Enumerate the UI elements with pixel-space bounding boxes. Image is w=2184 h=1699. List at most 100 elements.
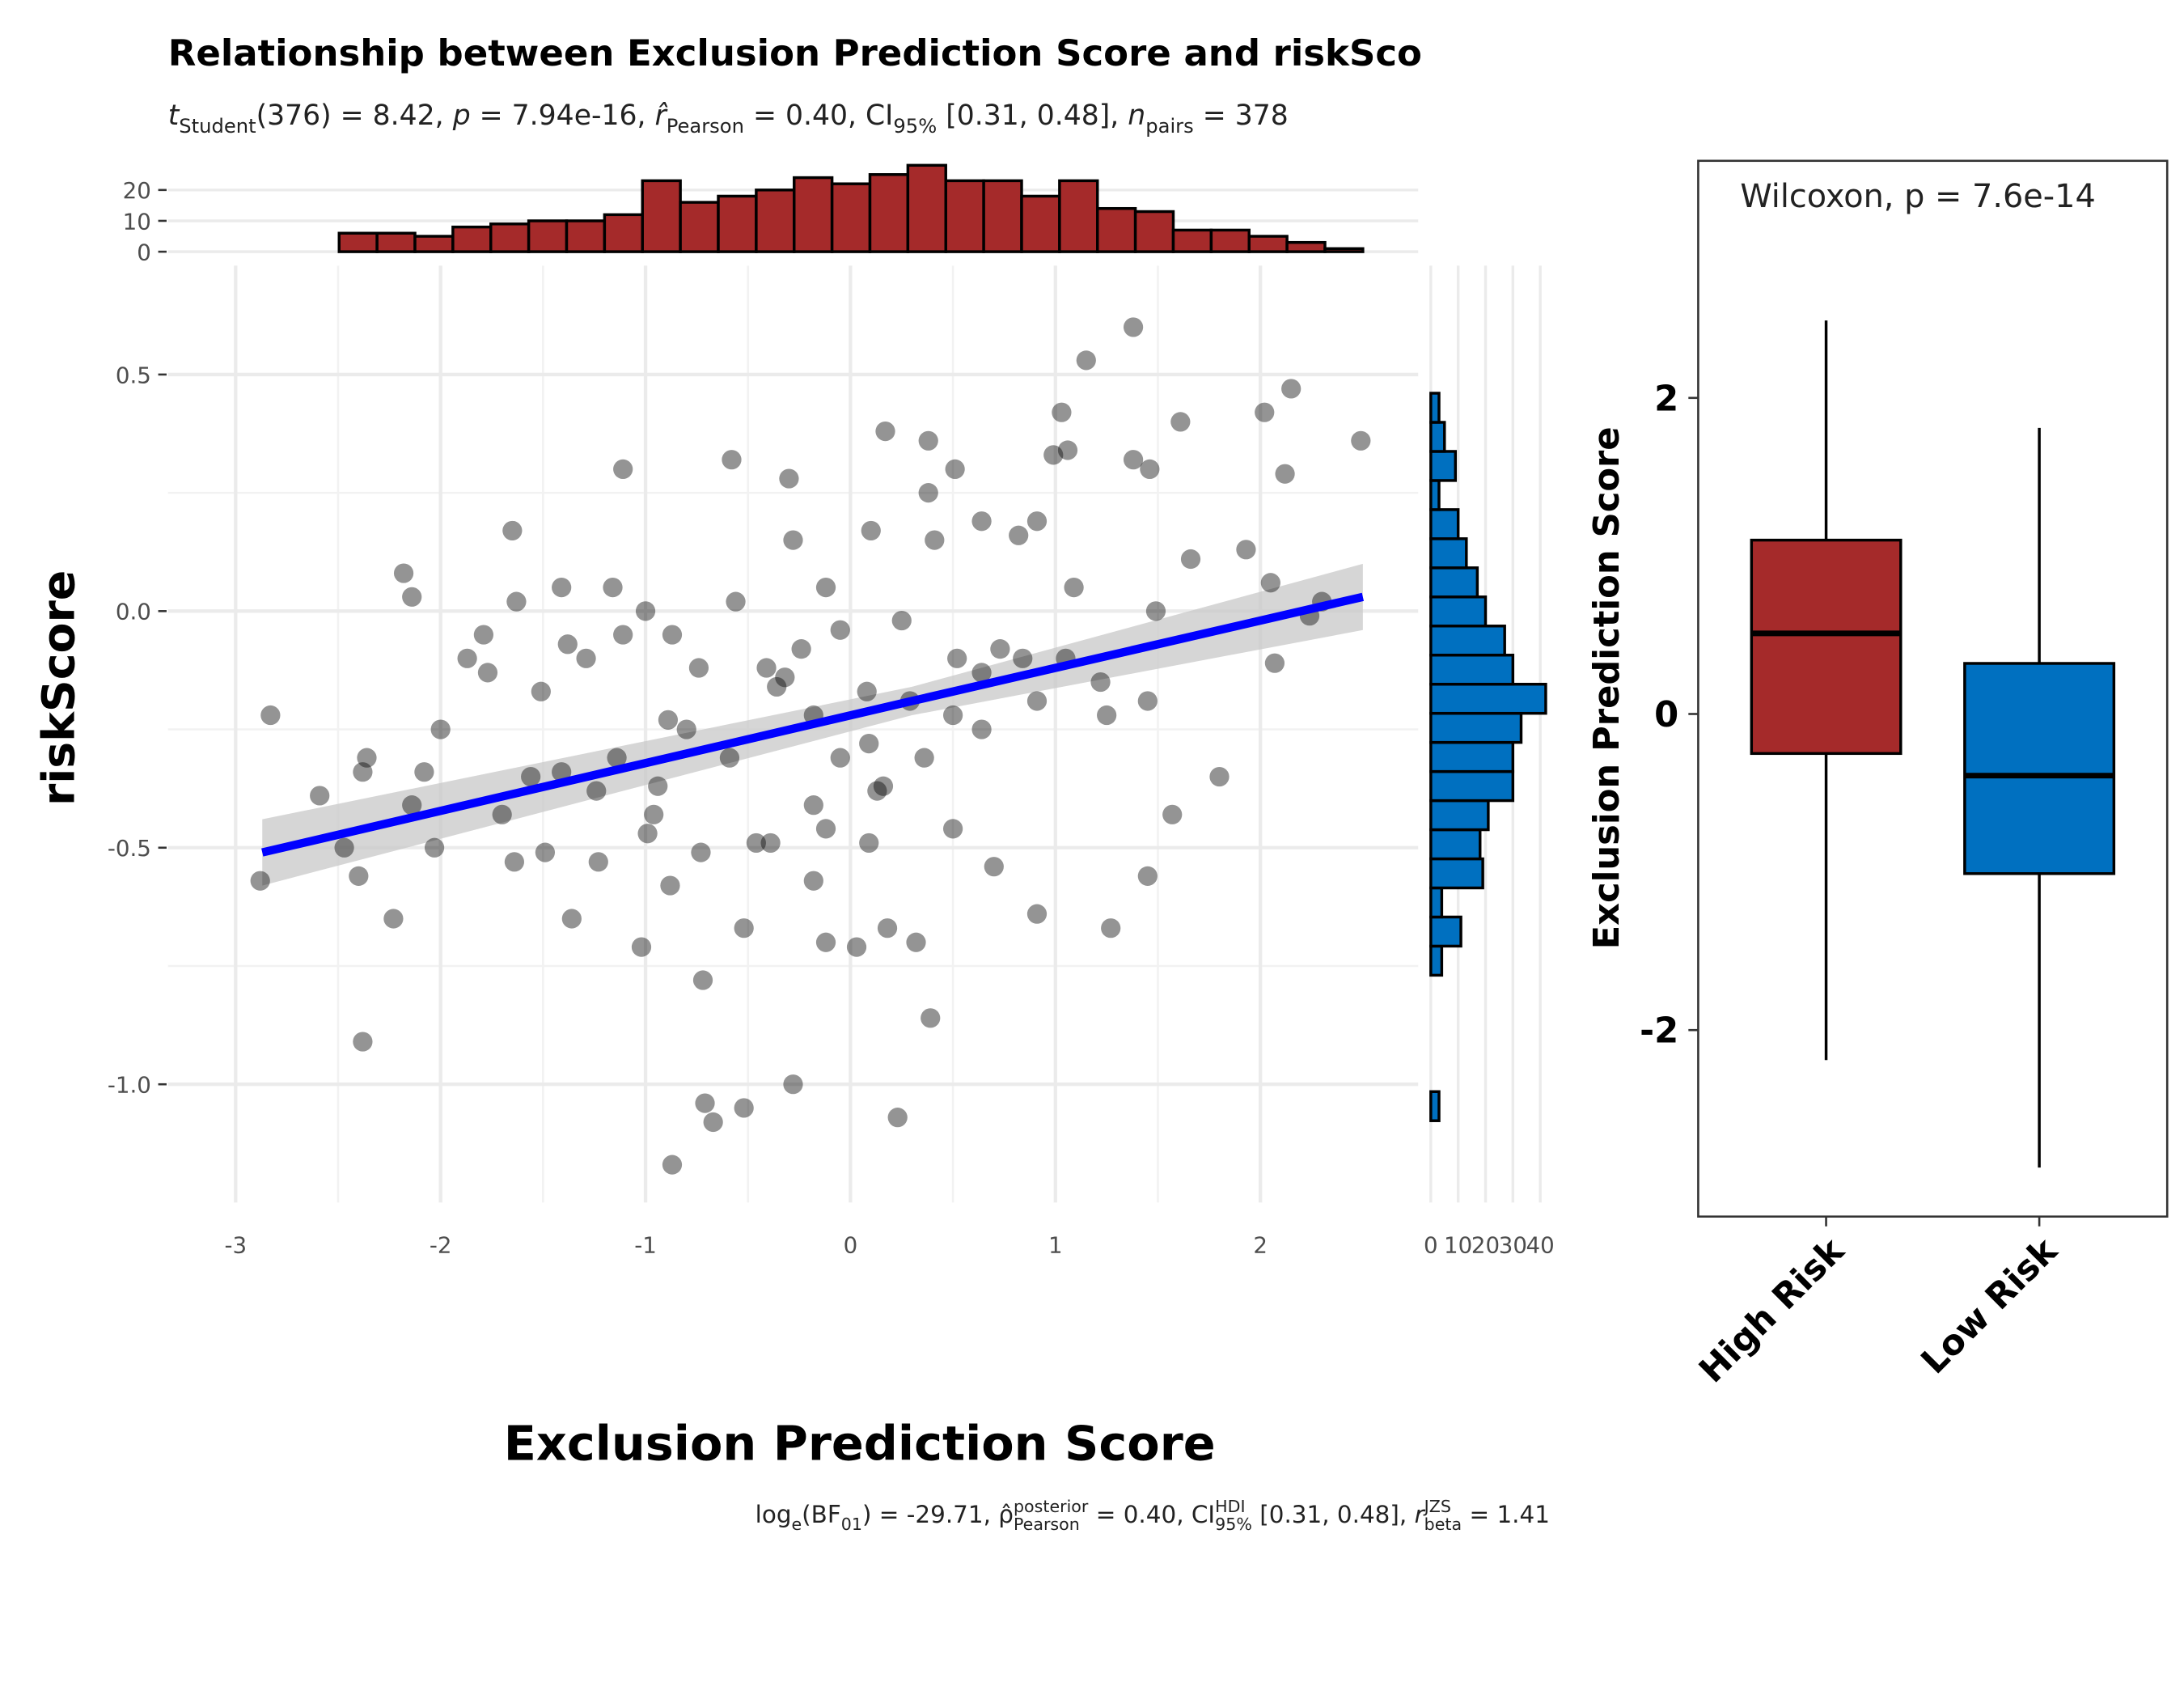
text-segment: 01 <box>841 1515 862 1534</box>
y-axis-label: riskScore <box>34 570 86 806</box>
text-segment: = 0.40, CI <box>744 100 893 132</box>
data-point <box>791 639 811 659</box>
text-segment: 95% <box>893 115 937 138</box>
data-point <box>1123 317 1144 337</box>
data-point <box>760 833 781 854</box>
chart-title: Relationship between Exclusion Predictio… <box>168 32 1422 74</box>
histogram-bar <box>679 201 720 253</box>
text-segment: Pearson <box>1014 1515 1080 1534</box>
text-segment: = 0.40, CI <box>1088 1501 1215 1528</box>
text-segment: = 1.41 <box>1462 1501 1550 1528</box>
histogram-bar <box>906 163 947 253</box>
text-segment: posterior <box>1014 1497 1089 1516</box>
data-point <box>726 591 746 612</box>
text-segment: 95% <box>1215 1515 1252 1534</box>
data-point <box>430 719 451 739</box>
data-point <box>1170 412 1191 432</box>
y-tick-label: 0.0 <box>116 599 151 625</box>
histogram-bar <box>830 182 872 253</box>
histogram-bar <box>1429 915 1462 948</box>
histogram-bar <box>337 231 379 253</box>
data-point <box>887 1108 908 1128</box>
x-tick-label: 1 <box>1048 1232 1063 1259</box>
data-point <box>1180 549 1201 570</box>
x-tick-label: Low Risk <box>1914 1230 2066 1382</box>
histogram-bar <box>1429 595 1488 628</box>
histogram-bar <box>565 219 607 253</box>
data-point <box>402 587 422 607</box>
data-point <box>349 866 369 886</box>
text-segment: (BF <box>802 1501 841 1528</box>
text-segment: ) = -29.71, ρ̂ <box>862 1501 1014 1528</box>
box <box>1963 662 2116 875</box>
histogram-bar <box>1429 944 1444 977</box>
data-point <box>815 819 836 839</box>
y-tick-label: 0 <box>137 239 151 265</box>
data-point <box>676 719 696 739</box>
text-segment: [0.31, 0.48], <box>937 100 1128 132</box>
data-point <box>914 748 934 768</box>
histogram-bar <box>489 222 531 253</box>
data-point <box>783 530 803 550</box>
data-point <box>945 459 965 479</box>
data-point <box>1009 525 1029 545</box>
x-tick-label: 2 <box>1253 1232 1268 1259</box>
y-tick-label: 0 <box>1654 695 1678 735</box>
data-point <box>722 450 742 470</box>
data-point <box>803 871 823 891</box>
histogram-bar <box>1285 240 1327 253</box>
data-point <box>644 804 664 824</box>
data-point <box>891 610 912 631</box>
data-point <box>414 762 434 782</box>
data-point <box>506 591 527 612</box>
confidence-band <box>912 563 1363 716</box>
data-point <box>692 970 713 990</box>
data-point <box>1052 402 1072 422</box>
histogram-bar <box>1429 421 1446 453</box>
text-segment: r̂ <box>655 100 668 132</box>
data-point <box>873 776 894 796</box>
histogram-bar <box>1247 235 1289 253</box>
histogram-bar <box>1429 450 1458 482</box>
histogram-bar <box>1171 228 1213 253</box>
data-point <box>250 871 270 891</box>
data-point <box>1281 379 1302 399</box>
data-point <box>719 748 740 768</box>
data-point <box>531 681 551 701</box>
data-point <box>1026 511 1048 532</box>
histogram-bar <box>527 219 569 253</box>
x-tick-label: 30 <box>1499 1232 1527 1259</box>
text-segment: r <box>1415 1501 1426 1528</box>
histogram-bar <box>1058 179 1099 253</box>
histogram-bar <box>1429 392 1441 424</box>
histogram-bar <box>1429 1090 1441 1122</box>
data-point <box>877 918 898 938</box>
data-point <box>1090 672 1111 693</box>
data-point <box>457 648 477 668</box>
histogram-bar <box>603 213 644 253</box>
x-tick-label: -2 <box>430 1232 452 1259</box>
histogram-bar <box>1429 828 1482 861</box>
data-point <box>861 520 881 541</box>
x-tick-label: 0 <box>844 1232 858 1259</box>
data-point <box>942 705 963 726</box>
data-point <box>971 719 992 739</box>
histogram-bar <box>1429 654 1515 686</box>
data-point <box>1275 464 1295 484</box>
data-point <box>859 833 879 854</box>
data-point <box>473 625 494 645</box>
y-tick-label: 20 <box>123 177 151 204</box>
text-segment: Pearson <box>667 115 744 138</box>
data-point <box>1057 440 1078 460</box>
histogram-bar <box>1429 625 1506 657</box>
data-point <box>1076 350 1096 371</box>
text-segment: n <box>1128 100 1145 132</box>
chart-subtitle: tStudent(376) = 8.42, p = 7.94e-16, r̂Pe… <box>168 100 1289 138</box>
y-tick-label: 10 <box>123 208 151 235</box>
data-point <box>1140 459 1160 479</box>
data-point <box>703 1112 723 1133</box>
text-segment: beta <box>1424 1515 1462 1534</box>
data-point <box>815 932 836 952</box>
histogram-bar <box>1429 479 1441 511</box>
data-point <box>830 620 850 640</box>
